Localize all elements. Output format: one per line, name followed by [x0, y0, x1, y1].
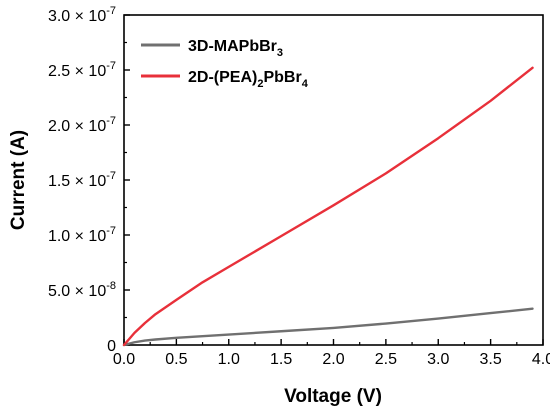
y-tick-label: 3.0 × 10-7	[48, 5, 116, 25]
legend: 3D-MAPbBr3 2D-(PEA)2PbBr4	[141, 38, 309, 90]
series-line-1	[122, 66, 534, 347]
y-tick-label: 2.0 × 10-7	[48, 115, 116, 135]
y-tick-label: 2.5 × 10-7	[48, 60, 116, 80]
y-tick-label: 5.0 × 10-8	[48, 280, 116, 300]
x-tick-label: 3.5	[480, 351, 502, 368]
x-tick-label: 4.0	[532, 351, 550, 368]
y-tick-label: 1.5 × 10-7	[48, 170, 116, 190]
x-tick-label: 2.0	[322, 351, 344, 368]
y-axis-title: Current (A)	[8, 130, 29, 230]
legend-label-3d: 3D-MAPbBr3	[188, 38, 283, 59]
x-axis-title: Voltage (V)	[284, 386, 382, 407]
x-tick-label: 0.0	[113, 351, 135, 368]
x-tick-label: 2.5	[375, 351, 397, 368]
x-tick-label: 1.0	[218, 351, 240, 368]
legend-label-2d: 2D-(PEA)2PbBr4	[188, 69, 309, 90]
x-axis-ticks: 0.0 0.5 1.0 1.5 2.0 2.5 3.0 3.5 4.0	[113, 339, 550, 368]
x-tick-label: 3.0	[427, 351, 449, 368]
y-tick-label: 0	[107, 338, 116, 355]
y-tick-label: 1.0 × 10-7	[48, 225, 116, 245]
series-line-0	[122, 307, 534, 347]
series-layer	[122, 66, 534, 347]
plot-frame	[123, 14, 544, 346]
x-tick-label: 0.5	[165, 351, 187, 368]
x-tick-label: 1.5	[270, 351, 292, 368]
y-axis-ticks: 0 5.0 × 10-8 1.0 × 10-7 1.5 × 10-7 2.0 × 10-…	[48, 5, 130, 355]
